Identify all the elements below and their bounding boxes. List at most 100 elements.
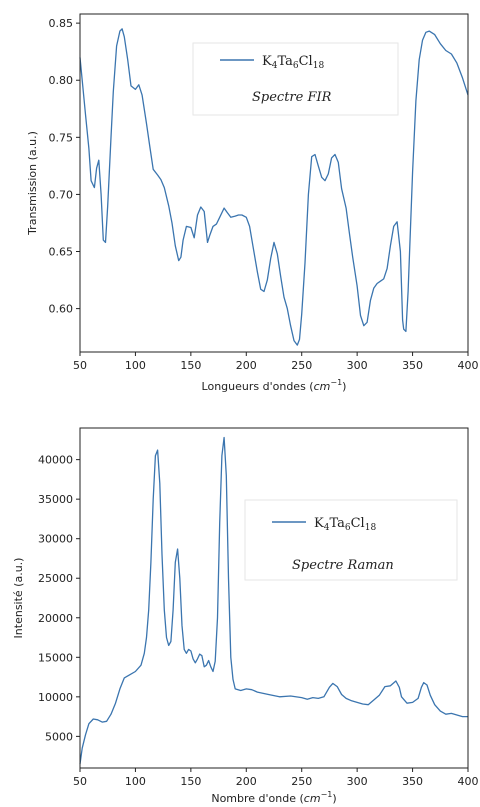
data-point [290,325,291,326]
data-point [406,703,407,704]
data-point [175,245,176,246]
data-point [321,177,322,178]
data-point [175,562,176,563]
data-point [190,227,191,228]
data-point [91,180,92,181]
raman-chart: 50 100 150 200 250 300 350 400 5000 10000 15000 200… [12,427,479,805]
data-point [153,499,154,500]
data-point [186,653,187,654]
data-point [403,329,404,330]
data-point [257,692,258,693]
x-axis-label-text: Longueurs d'ondes ( [202,380,314,393]
data-point [357,285,358,286]
data-point [148,609,149,610]
data-point [390,245,391,246]
y-tick-label: 35000 [38,493,73,506]
data-point [395,680,396,681]
data-point [224,208,225,209]
data-point [384,686,385,687]
x-tick-label: 350 [402,359,423,372]
data-point [113,91,114,92]
data-point [397,221,398,222]
data-point [363,325,364,326]
data-point [246,217,247,218]
data-point [451,713,452,714]
data-point [140,665,141,666]
data-point [445,714,446,715]
spectrum-annotation: Spectre Raman [292,558,394,573]
x-tick-label: 300 [347,359,368,372]
data-point [311,156,312,157]
data-point [304,262,305,263]
data-point [200,206,201,207]
data-point [219,217,220,218]
data-point [370,300,371,301]
data-point [146,123,147,124]
data-point [451,53,452,54]
data-point [383,278,384,279]
data-point [418,698,419,699]
data-point [426,684,427,685]
data-point [217,617,218,618]
data-point [393,226,394,227]
data-point [318,698,319,699]
data-point [308,194,309,195]
data-point [135,89,136,90]
data-point [323,696,324,697]
data-point [227,212,228,213]
legend-element: Ta [329,516,345,531]
data-point [212,226,213,227]
data-point [346,698,347,699]
x-tick-label: 250 [291,359,312,372]
x-axis-label-exponent: −1 [330,378,342,387]
data-point [380,281,381,282]
data-point [301,697,302,698]
legend-subscript: 18 [313,61,325,71]
data-point [177,548,178,549]
x-tick-label: 100 [125,359,146,372]
y-tick-label: 20000 [38,612,73,625]
data-point [456,63,457,64]
data-point [97,719,98,720]
legend-element: K [262,54,272,69]
data-point [142,95,143,96]
data-point [293,340,294,341]
data-point [115,703,116,704]
data-point [179,578,180,579]
data-point [144,653,145,654]
data-point [297,345,298,346]
x-tick-label: 150 [180,359,201,372]
data-point [135,671,136,672]
data-point [119,31,120,32]
series-line [79,28,469,346]
x-tick-label: 50 [73,775,87,788]
data-point [171,222,172,223]
y-tick-label: 25000 [38,572,73,585]
data-point [190,650,191,651]
data-point [360,315,361,316]
data-point [164,609,165,610]
data-point [168,205,169,206]
data-point [434,34,435,35]
legend-subscript: 4 [324,523,330,533]
x-tick-label: 200 [236,359,257,372]
data-point [346,208,347,209]
data-point [197,658,198,659]
y-tick-label: 0.65 [49,246,74,259]
data-point [379,695,380,696]
data-point [352,257,353,258]
x-axis-label-exponent: −1 [321,790,333,799]
data-point [188,649,189,650]
data-point [238,214,239,215]
data-point [462,77,463,78]
data-point [430,695,431,696]
data-point [312,697,313,698]
x-tick-label: 350 [402,775,423,788]
x-tick-label: 50 [73,359,87,372]
legend-label: K4Ta6Cl18 [314,516,376,533]
data-point [183,240,184,241]
x-axis-label-unit: cm [304,792,321,805]
data-point [195,662,196,663]
data-point [194,237,195,238]
legend-element: Cl [351,516,365,531]
